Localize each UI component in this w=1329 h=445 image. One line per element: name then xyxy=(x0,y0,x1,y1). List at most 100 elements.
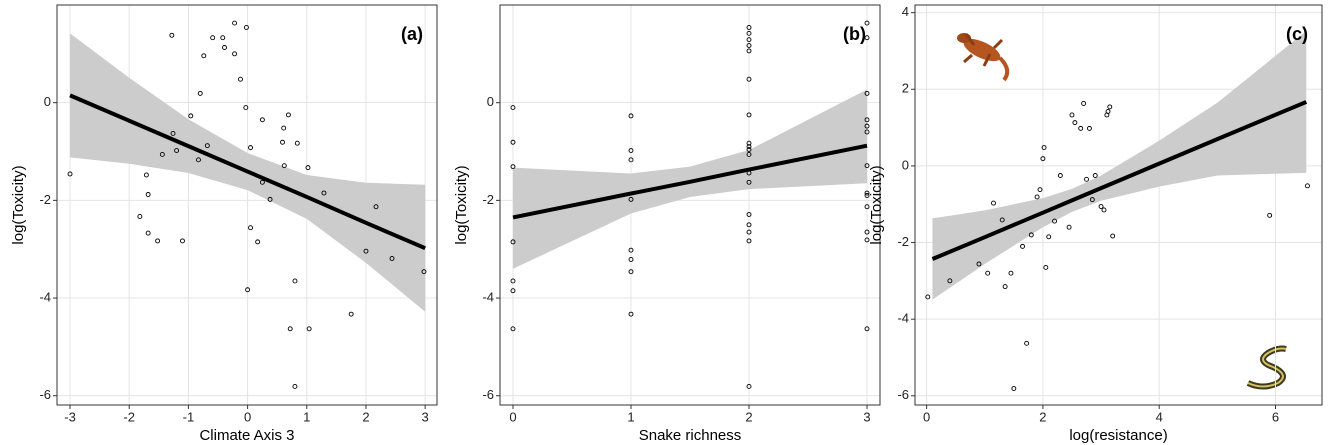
y-tick-label: 0 xyxy=(44,94,51,109)
data-point xyxy=(222,45,227,50)
data-point xyxy=(373,204,379,210)
data-point xyxy=(1084,176,1089,182)
x-tick-label: 0 xyxy=(923,409,930,424)
data-point xyxy=(1008,270,1014,276)
panel-label: (b) xyxy=(843,24,866,44)
y-axis-title: log(Toxicity) xyxy=(453,165,470,244)
x-axis-title: Snake richness xyxy=(639,427,742,444)
x-tick-label: -3 xyxy=(64,409,76,424)
data-point xyxy=(1028,232,1034,238)
data-point xyxy=(746,152,752,157)
plot-frame xyxy=(56,4,438,406)
data-point xyxy=(628,311,634,317)
x-tick-label: 1 xyxy=(627,409,634,424)
data-point xyxy=(510,164,516,170)
confidence-band xyxy=(512,89,868,269)
y-tick-label: -4 xyxy=(39,289,51,304)
data-point xyxy=(746,25,752,30)
data-point xyxy=(746,144,752,150)
data-point xyxy=(628,148,634,153)
data-point xyxy=(1002,284,1008,290)
data-point xyxy=(746,140,752,146)
data-point xyxy=(196,157,201,163)
data-point xyxy=(510,278,516,284)
data-point xyxy=(510,326,516,332)
data-point xyxy=(155,238,161,244)
data-point xyxy=(363,248,369,254)
data-point xyxy=(746,229,752,235)
data-point xyxy=(1052,218,1057,224)
snake-illustration xyxy=(1246,345,1287,390)
data-point xyxy=(746,179,752,185)
data-point xyxy=(864,90,870,96)
data-point xyxy=(746,147,752,153)
data-point xyxy=(280,139,285,145)
x-axis-title: Climate Axis 3 xyxy=(199,427,294,444)
data-point xyxy=(985,270,991,276)
data-point xyxy=(305,165,311,171)
data-point xyxy=(255,239,261,245)
data-point xyxy=(243,25,249,30)
data-point xyxy=(306,326,312,332)
y-tick-label: -2 xyxy=(482,192,494,207)
data-point xyxy=(174,148,180,153)
data-point xyxy=(259,179,265,185)
regression-line xyxy=(69,93,426,251)
data-point xyxy=(628,196,634,202)
y-tick-label: 0 xyxy=(487,94,494,109)
data-point xyxy=(1037,187,1043,193)
data-point xyxy=(864,193,870,198)
data-point xyxy=(510,105,516,111)
data-point xyxy=(232,20,238,26)
data-point xyxy=(1101,207,1107,213)
data-point xyxy=(746,383,752,389)
x-tick-label: 2 xyxy=(1039,409,1046,424)
data-point xyxy=(248,225,254,231)
data-point xyxy=(137,214,143,219)
data-point xyxy=(746,43,752,48)
data-point xyxy=(1069,112,1075,118)
data-point xyxy=(628,157,634,163)
data-point xyxy=(1267,212,1273,218)
data-point xyxy=(197,90,203,96)
y-tick-label: -4 xyxy=(897,311,909,326)
data-point xyxy=(1024,340,1030,346)
data-point xyxy=(67,171,73,177)
data-point xyxy=(292,383,298,389)
panel: 0 1 2 3 -6 -4 -2 0 Snake richness log(Toxicity) (b… xyxy=(453,4,881,444)
data-point xyxy=(1086,125,1092,131)
data-point xyxy=(746,76,752,82)
data-point xyxy=(281,125,287,131)
data-point xyxy=(1072,120,1078,126)
data-point xyxy=(159,152,165,157)
y-axis-title: log(Toxicity) xyxy=(868,165,885,244)
y-axis-title: log(Toxicity) xyxy=(10,165,27,244)
data-point xyxy=(294,140,300,146)
data-point xyxy=(238,76,243,82)
plot-frame xyxy=(914,4,1323,406)
data-point xyxy=(628,269,634,275)
data-point xyxy=(232,51,238,57)
data-point xyxy=(864,204,870,210)
data-point xyxy=(1046,234,1052,240)
x-tick-label: 0 xyxy=(244,409,251,424)
y-tick-label: 2 xyxy=(902,81,909,96)
data-point xyxy=(281,163,287,169)
data-point xyxy=(746,238,752,244)
x-tick-label: 3 xyxy=(863,409,870,424)
data-point xyxy=(1034,194,1040,200)
data-point xyxy=(1092,173,1098,178)
data-point xyxy=(1098,204,1104,209)
panel: 0 2 4 6 -6 -4 -2 0 2 4 log(resistance) log(Toxicity… xyxy=(868,4,1323,444)
data-point xyxy=(746,222,752,228)
x-tick-label: 2 xyxy=(745,409,752,424)
y-tick-label: -6 xyxy=(897,387,909,402)
data-point xyxy=(321,190,327,196)
data-point xyxy=(1057,173,1063,178)
data-point xyxy=(210,35,216,41)
data-point xyxy=(259,117,265,123)
data-point xyxy=(746,212,752,217)
data-point xyxy=(1305,183,1310,189)
data-point xyxy=(746,112,752,118)
